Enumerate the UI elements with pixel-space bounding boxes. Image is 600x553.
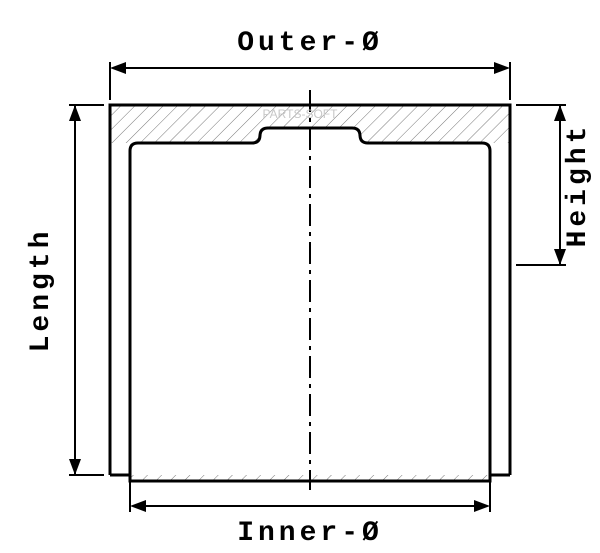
label-outer-dia: Outer-Ø: [237, 28, 383, 59]
dim-arrow: [110, 62, 126, 74]
wall-left: [110, 143, 130, 481]
label-height: Height: [563, 123, 594, 248]
wall-right: [490, 143, 510, 481]
watermark: PARTS-SOFT: [263, 107, 339, 121]
dim-arrow: [130, 500, 146, 512]
dim-arrow: [554, 249, 566, 265]
dim-arrow: [494, 62, 510, 74]
label-inner-dia: Inner-Ø: [237, 518, 383, 549]
label-length: Length: [26, 228, 57, 353]
dim-arrow: [69, 459, 81, 475]
dim-arrow: [69, 105, 81, 121]
dim-arrow: [554, 105, 566, 121]
dim-arrow: [474, 500, 490, 512]
